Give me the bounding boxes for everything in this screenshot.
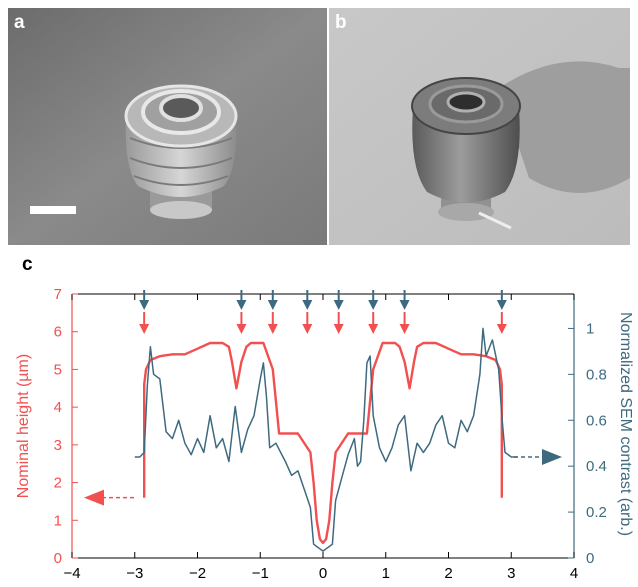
y-right-tick-label: 1 <box>586 320 594 337</box>
height-marker-arrowhead <box>267 324 278 334</box>
sem-marker-arrowhead <box>267 300 278 310</box>
right-axis-indicator-arrowhead <box>542 448 562 465</box>
panel-label-a: a <box>14 12 25 33</box>
profile-chart: −4−3−2−1012340123456700.20.40.60.81Radiu… <box>15 286 634 582</box>
y-axis-right-label: Normalized SEM contrast (arb.) <box>617 312 634 536</box>
height-marker-arrowhead <box>368 324 379 334</box>
height-marker-arrowhead <box>496 324 507 334</box>
panel-label-c: c <box>22 254 33 275</box>
sem-marker-arrowhead <box>139 300 150 310</box>
sem-marker-arrowhead <box>333 300 344 310</box>
y-left-tick-label: 4 <box>54 399 62 416</box>
y-right-tick-label: 0.8 <box>586 366 607 383</box>
y-left-tick-label: 6 <box>54 324 62 341</box>
y-right-tick-label: 0.2 <box>586 504 607 521</box>
y-left-tick-label: 2 <box>54 475 62 492</box>
height-marker-arrowhead <box>302 324 313 334</box>
x-tick-label: 4 <box>570 565 578 582</box>
x-tick-label: 0 <box>319 565 327 582</box>
y-left-tick-label: 7 <box>54 286 62 303</box>
height-marker-arrowhead <box>399 324 410 334</box>
x-tick-label: −3 <box>126 565 143 582</box>
sem-image-panel: a <box>8 8 327 245</box>
x-tick-label: 1 <box>382 565 390 582</box>
height-marker-arrowhead <box>139 324 150 334</box>
3d-render <box>329 8 630 245</box>
y-left-tick-label: 1 <box>54 512 62 529</box>
sem-marker-arrowhead <box>399 300 410 310</box>
height-marker-arrowhead <box>333 324 344 334</box>
scale-bar <box>30 206 76 214</box>
height-marker-arrowhead <box>236 324 247 334</box>
sem-marker-arrowhead <box>368 300 379 310</box>
left-axis-indicator-arrowhead <box>84 489 104 506</box>
sem-marker-arrowhead <box>236 300 247 310</box>
x-tick-label: −4 <box>63 565 80 582</box>
sem-contrast-line <box>134 327 518 552</box>
y-right-tick-label: 0 <box>586 550 594 567</box>
sem-marker-arrowhead <box>302 300 313 310</box>
x-tick-label: 3 <box>507 565 515 582</box>
y-right-tick-label: 0.6 <box>586 412 607 429</box>
y-left-tick-label: 0 <box>54 550 62 567</box>
x-tick-label: −2 <box>189 565 206 582</box>
sem-marker-arrowhead <box>496 300 507 310</box>
x-tick-label: 2 <box>444 565 452 582</box>
panel-label-b: b <box>335 12 347 33</box>
y-right-tick-label: 0.4 <box>586 458 607 475</box>
y-axis-left-label: Nominal height (µm) <box>15 354 32 498</box>
render-image-panel: b <box>329 8 630 245</box>
height-profile-line <box>142 341 503 545</box>
x-tick-label: −1 <box>252 565 269 582</box>
y-left-tick-label: 5 <box>54 361 62 378</box>
y-left-tick-label: 3 <box>54 437 62 454</box>
sem-micrograph <box>8 8 327 245</box>
